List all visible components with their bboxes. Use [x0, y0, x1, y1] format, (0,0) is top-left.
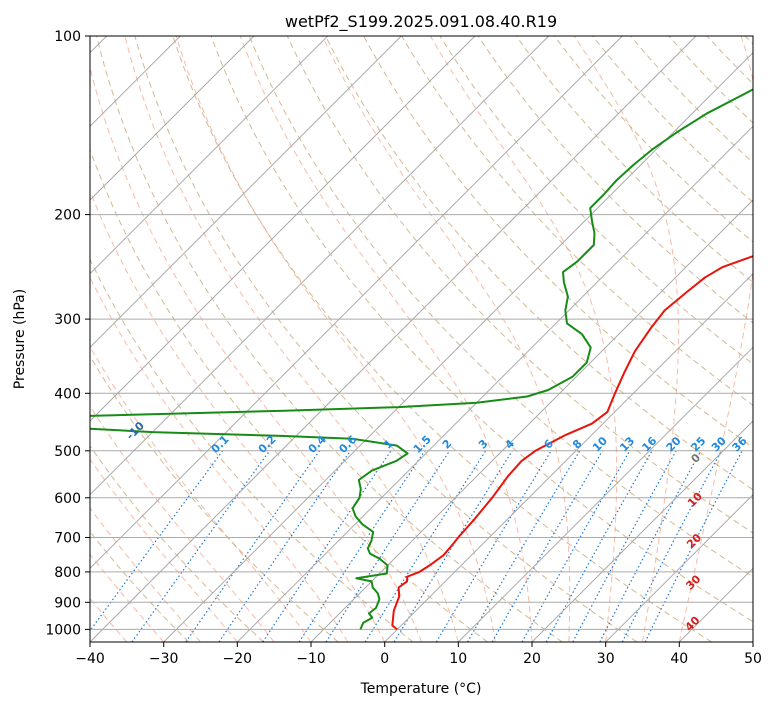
- x-tick-label: 30: [597, 651, 615, 667]
- mixing-ratio-line: [393, 450, 513, 642]
- dry-adiabat: [90, 258, 414, 642]
- x-tick-label: 50: [744, 651, 762, 667]
- isobars: [90, 36, 753, 630]
- x-tick-label: −30: [149, 651, 179, 667]
- mixing-ratio-line: [572, 450, 677, 642]
- mixing-ratio-line: [435, 450, 552, 642]
- y-axis-label: Pressure (hPa): [12, 289, 28, 389]
- moist-adiabat: [90, 553, 165, 642]
- isotherm: [90, 36, 623, 570]
- mixing-ratio-line: [131, 450, 271, 642]
- dry-adiabat: [325, 36, 753, 491]
- mixing-ratio-line: [466, 450, 581, 642]
- y-axis: 100 200 300 400 500 600 700 800 900 1000: [45, 29, 90, 638]
- isotherm: [90, 36, 697, 642]
- isotherm: [310, 199, 753, 642]
- moist-adiabat: [124, 36, 459, 642]
- moist-adiabat: [90, 597, 128, 642]
- moist-adiabat: [90, 458, 238, 642]
- isotherm: [90, 36, 255, 201]
- dry-adiabats: [90, 36, 753, 642]
- y-tick-label: 500: [54, 444, 81, 460]
- mixing-ratio-line: [325, 450, 451, 642]
- mixing-ratio-line: [218, 450, 351, 642]
- y-tick-label: 1000: [45, 622, 81, 638]
- mixing-ratio-line: [364, 450, 487, 642]
- isotherm: [90, 36, 476, 422]
- y-tick-label: 700: [54, 531, 81, 547]
- x-tick-label: 40: [670, 651, 688, 667]
- isotherm: [457, 346, 753, 642]
- dry-adiabat: [477, 36, 753, 324]
- mixing-ratio-line: [491, 450, 604, 642]
- mixing-ratio-line: [185, 450, 321, 642]
- dewpoint-profile: [90, 88, 753, 630]
- y-tick-label: 600: [54, 491, 81, 507]
- dry-adiabat: [630, 36, 753, 164]
- x-tick-label: 0: [380, 651, 389, 667]
- mixing-ratio-line: [521, 450, 631, 642]
- dry-adiabat: [401, 36, 753, 406]
- moist-adiabat: [90, 189, 386, 642]
- moist-adiabat: [678, 36, 753, 642]
- isotherm: [90, 36, 329, 275]
- isotherm: [531, 420, 753, 642]
- isotherm: [384, 272, 753, 642]
- dry-adiabat: [248, 36, 753, 578]
- dry-adiabat: [90, 445, 264, 642]
- y-tick-label: 900: [54, 595, 81, 611]
- moist-adiabat: [90, 507, 201, 642]
- x-axis: −40 −30 −20 −10 0 10 20 30 40 50: [75, 642, 762, 667]
- x-tick-label: 20: [523, 651, 541, 667]
- dry-adiabat: [515, 36, 753, 283]
- x-axis-label: Temperature (°C): [360, 681, 482, 697]
- y-tick-label: 200: [54, 208, 81, 224]
- dry-adiabat: [134, 36, 638, 642]
- moist-adiabat: [429, 36, 618, 642]
- moist-adiabat: [90, 405, 275, 642]
- isotherm: [90, 36, 550, 496]
- isotherm: [236, 125, 753, 642]
- x-tick-label: −40: [75, 651, 105, 667]
- y-tick-label: 300: [54, 312, 81, 328]
- dry-adiabat: [592, 36, 753, 203]
- moist-adiabat: [573, 36, 679, 642]
- dry-adiabat: [96, 36, 563, 642]
- dry-adiabat: [172, 36, 712, 642]
- dry-adiabat: [210, 36, 753, 623]
- x-tick-label: −20: [223, 651, 253, 667]
- y-tick-label: 100: [54, 29, 81, 45]
- isotherm: [90, 36, 402, 349]
- x-tick-label: 10: [449, 651, 467, 667]
- moist-adiabat: [175, 36, 496, 642]
- chart-title: wetPf2_S199.2025.091.08.40.R19: [285, 12, 557, 32]
- moist-adiabat: [239, 36, 533, 642]
- profiles: [90, 88, 753, 631]
- moist-adiabat: [90, 65, 422, 642]
- y-tick-label: 800: [54, 565, 81, 581]
- isotherm: [605, 493, 753, 642]
- plot-area: -100-90-80-70-60-50-40-30-20-100.10.20.4…: [90, 36, 753, 642]
- moist-adiabat: [321, 36, 571, 642]
- x-tick-label: −10: [296, 651, 326, 667]
- temperature-profile: [391, 255, 753, 631]
- moist-adiabat: [90, 276, 349, 642]
- y-tick-label: 400: [54, 386, 81, 402]
- plot-frame: [89, 35, 754, 643]
- isotherms: [90, 36, 753, 642]
